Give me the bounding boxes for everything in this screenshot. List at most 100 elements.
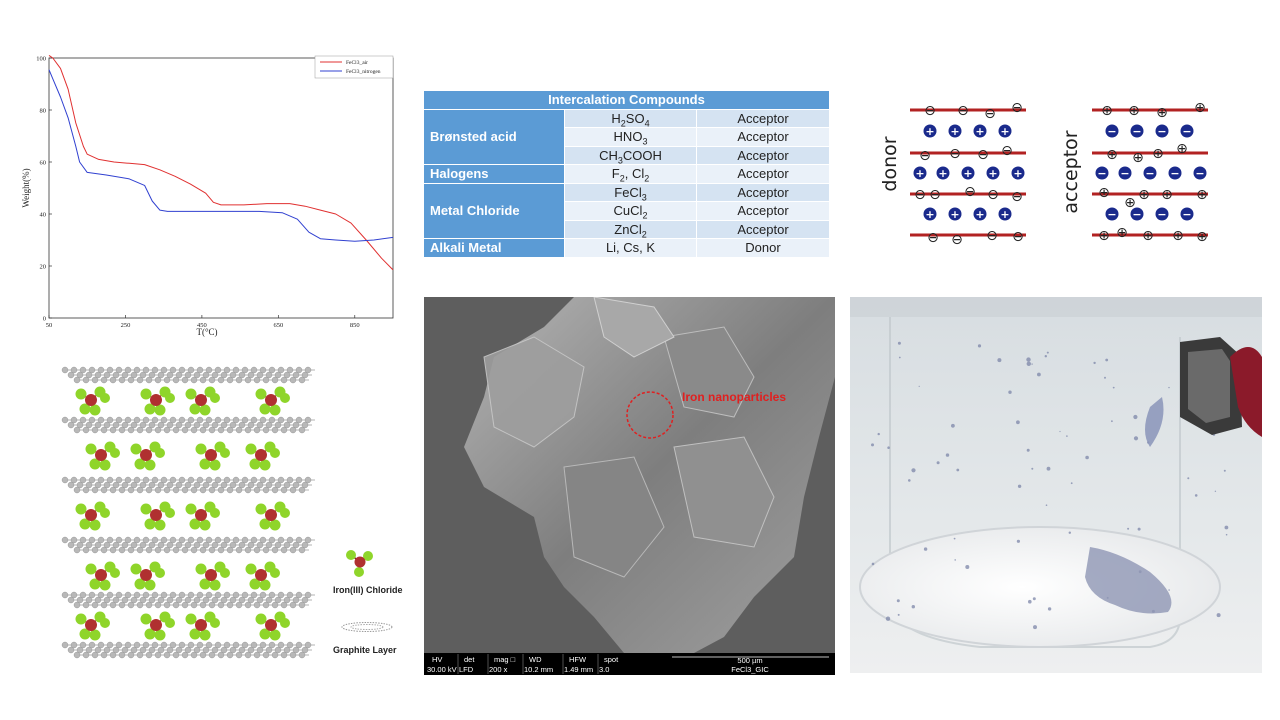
particle-specks — [871, 341, 1229, 630]
charge-circle: ⊕ — [1106, 147, 1118, 163]
charge-circle: ⊕ — [1101, 103, 1113, 119]
charge-circle: ⊕ — [1138, 187, 1150, 203]
charge-circle: ⊕ — [1196, 229, 1208, 245]
ion — [923, 207, 937, 221]
ion-sign: + — [938, 167, 947, 180]
graphite-sheet — [61, 536, 315, 554]
ion-sign: − — [1107, 125, 1116, 138]
compound-alkali: Li, Cs, K — [564, 238, 697, 258]
charge-circle: ⊖ — [987, 187, 999, 203]
ion-sign: − — [1107, 208, 1116, 221]
charge-circle: ⊕ — [1172, 228, 1184, 244]
ion-sign: − — [1132, 125, 1141, 138]
sem-field-header: HFW — [569, 655, 587, 664]
type-cell: Acceptor — [696, 201, 830, 221]
graphite-sheet — [61, 476, 315, 494]
sem-annotation: Iron nanoparticles — [682, 390, 786, 404]
fecl3-molecule — [245, 441, 280, 471]
fecl3-molecule — [195, 561, 230, 591]
series-line-air — [48, 54, 394, 271]
ion — [973, 124, 987, 138]
charge-circle: ⊕ — [1132, 150, 1144, 166]
charge-circle: ⊕ — [1194, 100, 1206, 116]
graphite-sheet — [61, 366, 315, 384]
fecl3-molecule — [245, 561, 280, 591]
sem-field-header: spot — [604, 655, 619, 664]
ion — [923, 124, 937, 138]
acceptor-label: acceptor — [1060, 130, 1082, 213]
nanoparticle-circle — [626, 391, 674, 439]
charge-circle: ⊕ — [1128, 103, 1140, 119]
charge-circle: ⊖ — [977, 147, 989, 163]
ion — [1130, 207, 1144, 221]
ion — [961, 166, 975, 180]
y-axis-label: Weight(%) — [21, 168, 31, 207]
charge-circle: ⊖ — [964, 184, 976, 200]
fecl3-molecule — [75, 501, 110, 531]
ion — [998, 207, 1012, 221]
category-bronsted-acid: Brønsted acid — [423, 108, 565, 165]
ion-sign: + — [950, 125, 959, 138]
ion-sign: − — [1145, 167, 1154, 180]
sem-field-header: mag □ — [494, 655, 516, 664]
fecl3-molecule — [185, 501, 220, 531]
sem-field-value: 3.0 — [599, 665, 609, 674]
charge-circle: ⊖ — [924, 103, 936, 119]
sem-field-value: 1.49 mm — [564, 665, 593, 674]
ion-sign: + — [975, 125, 984, 138]
category-alkali-metal: Alkali Metal — [423, 238, 565, 258]
compound-fecl3: FeCl3 — [564, 182, 697, 202]
ion-sign: − — [1182, 125, 1191, 138]
fecl3-molecule — [255, 611, 290, 641]
finger — [1230, 347, 1262, 437]
fecl3-molecule — [75, 386, 110, 416]
fecl3-molecule — [255, 386, 290, 416]
y-tick-label: 20 — [40, 264, 47, 271]
sem-scale-label: 500 µm — [737, 656, 762, 665]
fecl3-molecule — [140, 386, 175, 416]
table-header: Intercalation Compounds — [423, 90, 830, 110]
ion — [936, 166, 950, 180]
fecl3-molecule — [130, 441, 165, 471]
ion-sign: + — [975, 208, 984, 221]
ion-sign: − — [1157, 125, 1166, 138]
x-tick-label: 50 — [46, 322, 53, 329]
ion-sign: + — [915, 167, 924, 180]
graphite-sheet — [61, 641, 315, 659]
ion-sign: + — [963, 167, 972, 180]
charge-circle: ⊕ — [1142, 228, 1154, 244]
y-tick-label: 100 — [36, 56, 46, 63]
sem-field-value: LFD — [459, 665, 474, 674]
sem-field-header: WD — [529, 655, 542, 664]
graphite-legend-icon — [341, 622, 393, 632]
sem-field-header: det — [464, 655, 475, 664]
tga-chart: 50 250 450 650 850 0 20 40 60 80 100 FeCl3_air FeC… — [21, 54, 394, 337]
fecl3-molecule — [85, 441, 120, 471]
legend-label-air: FeCl3_air — [346, 60, 368, 66]
fecl3-molecule — [185, 386, 220, 416]
ion-sign: + — [1013, 167, 1022, 180]
sem-info-bar — [424, 653, 835, 675]
charge-circle: ⊖ — [1011, 189, 1023, 205]
fecl3-molecule — [185, 611, 220, 641]
charge-circle: ⊖ — [949, 146, 961, 162]
ion-sign: − — [1195, 167, 1204, 180]
ion-sign: + — [950, 208, 959, 221]
graphite-sheet — [61, 416, 315, 434]
sem-field-value: 200 x — [489, 665, 508, 674]
charge-circle: ⊖ — [984, 106, 996, 122]
ion — [986, 166, 1000, 180]
fecl3-legend-icon — [346, 550, 373, 577]
ion-sign: + — [925, 208, 934, 221]
y-tick-label: 40 — [40, 212, 47, 219]
type-cell: Acceptor — [696, 145, 830, 165]
intercalation-table: Intercalation Compounds Brønsted acid H2… — [423, 90, 830, 258]
charge-circle: ⊖ — [919, 148, 931, 164]
ion-sign: + — [925, 125, 934, 138]
compound-hno3: HNO3 — [564, 127, 697, 147]
charge-circle: ⊕ — [1124, 195, 1136, 211]
y-tick-label: 60 — [40, 160, 47, 167]
ion — [1155, 124, 1169, 138]
